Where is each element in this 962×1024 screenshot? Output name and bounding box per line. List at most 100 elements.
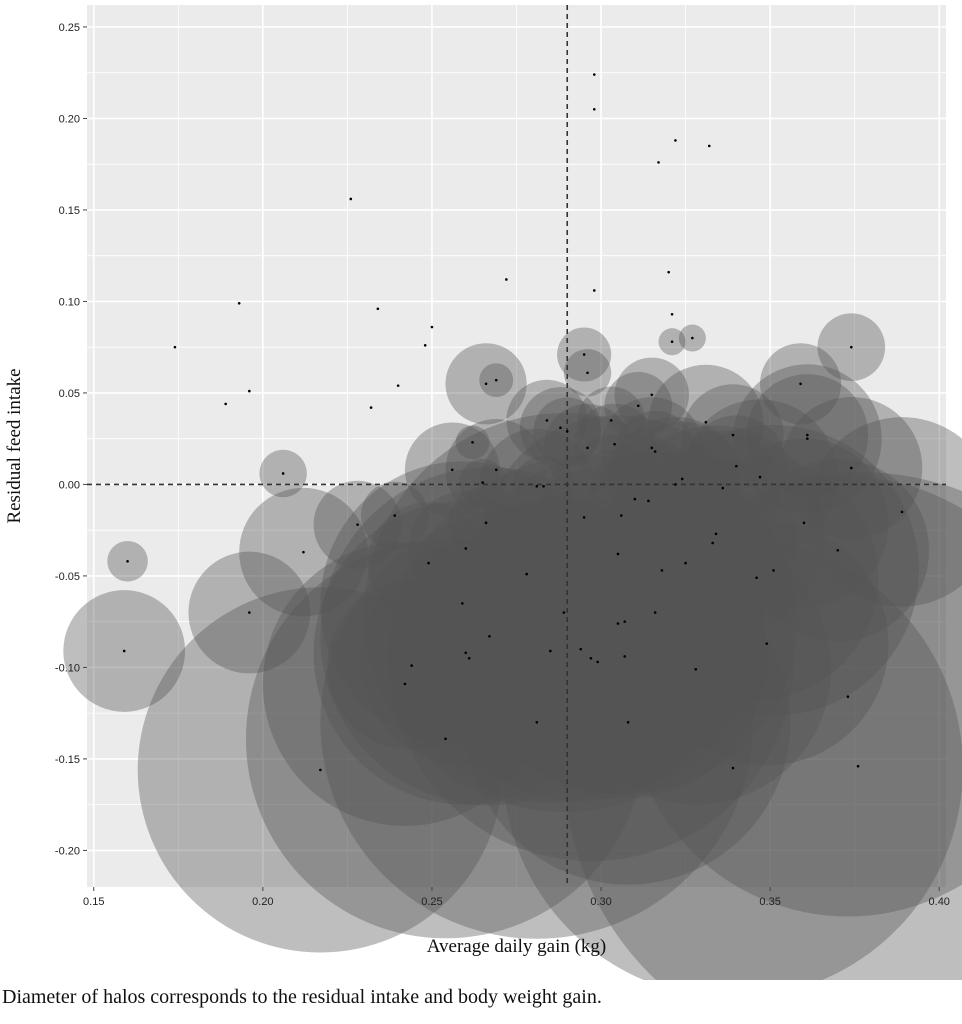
data-point (586, 446, 589, 450)
figure-caption: Diameter of halos corresponds to the res… (2, 986, 602, 1008)
data-point (525, 572, 528, 576)
data-point (484, 382, 488, 386)
data-point (535, 484, 539, 488)
data-point (613, 442, 616, 446)
data-point (772, 569, 775, 572)
data-point (799, 382, 802, 386)
data-point (802, 521, 806, 525)
data-point (616, 622, 620, 625)
data-point (423, 344, 427, 347)
data-point (559, 426, 562, 430)
data-point (660, 569, 664, 572)
data-point (582, 516, 586, 519)
data-point (488, 635, 491, 638)
data-point (237, 301, 241, 305)
reference-lines (87, 5, 946, 887)
halo-circle (628, 476, 962, 917)
data-point (396, 384, 400, 387)
y-tick-label: 0.05 (59, 388, 80, 400)
data-point (609, 419, 613, 422)
data-point (636, 404, 640, 408)
data-point (806, 433, 809, 437)
data-point (535, 721, 539, 724)
data-point (173, 345, 177, 349)
data-point (467, 656, 471, 660)
data-point (900, 510, 904, 514)
data-point (494, 468, 498, 472)
y-tick-label: -0.10 (55, 662, 80, 674)
data-point (505, 278, 508, 281)
data-point (376, 307, 380, 311)
data-point (626, 721, 630, 724)
data-point (620, 514, 623, 517)
data-point (765, 642, 769, 645)
data-point (248, 389, 251, 393)
data-point (430, 325, 434, 329)
data-point (586, 371, 589, 375)
data-point (589, 656, 593, 660)
data-point (582, 353, 586, 356)
data-point (850, 466, 853, 470)
axis-ticks: 0.15 0.20 0.25 0.30 0.35 0.40 0.25 0.20 0.15 0.10… (55, 22, 950, 908)
data-point (248, 611, 251, 614)
x-axis-title: Average daily gain (kg) (427, 936, 607, 957)
data-point (694, 667, 698, 671)
data-point (714, 532, 718, 536)
data-points (122, 73, 904, 772)
data-point (633, 497, 637, 501)
data-point (545, 419, 549, 422)
data-point (319, 768, 322, 772)
y-tick-label: 0.25 (59, 22, 80, 34)
data-point (623, 655, 627, 658)
data-point (731, 433, 735, 437)
data-point (403, 682, 407, 686)
data-point (657, 161, 660, 164)
data-point (680, 477, 684, 481)
y-tick-label: -0.20 (55, 845, 80, 857)
data-point (670, 340, 674, 343)
data-point (653, 611, 657, 614)
x-tick-label: 0.15 (83, 896, 104, 908)
data-point (846, 695, 850, 698)
data-point (356, 523, 359, 526)
y-tick-label: 0.15 (59, 205, 80, 217)
data-point (758, 475, 762, 479)
data-point (494, 378, 498, 382)
halo-circle (807, 417, 962, 607)
data-point (281, 472, 285, 475)
data-point (464, 651, 468, 655)
data-point (349, 197, 353, 201)
data-point (670, 312, 674, 316)
data-point (653, 450, 657, 453)
data-point (562, 611, 566, 614)
data-point (464, 547, 468, 550)
data-point (647, 499, 650, 503)
data-point (549, 649, 552, 653)
data-point (122, 649, 126, 653)
data-point (461, 602, 464, 605)
y-tick-label: 0.10 (59, 296, 80, 308)
data-point (410, 664, 413, 667)
data-point (579, 647, 583, 651)
y-tick-label: -0.05 (55, 571, 80, 583)
data-point (592, 73, 596, 76)
data-point (369, 406, 373, 409)
data-point (592, 108, 596, 111)
scatter-chart: 0.15 0.20 0.25 0.30 0.35 0.40 0.25 0.20 0.15 0.10… (4, 5, 962, 980)
data-point (484, 521, 488, 525)
x-tick-label: 0.35 (759, 896, 780, 908)
data-point (471, 441, 474, 444)
data-point (444, 737, 447, 741)
x-tick-label: 0.40 (929, 896, 950, 908)
data-point (302, 550, 305, 554)
data-point (850, 345, 853, 349)
data-point (616, 552, 620, 556)
data-point (427, 561, 430, 565)
x-tick-label: 0.25 (421, 896, 442, 908)
data-point (684, 561, 687, 565)
data-point (691, 336, 694, 340)
data-point (711, 541, 714, 545)
data-point (623, 620, 627, 623)
data-point (755, 576, 758, 580)
data-point (481, 481, 484, 484)
